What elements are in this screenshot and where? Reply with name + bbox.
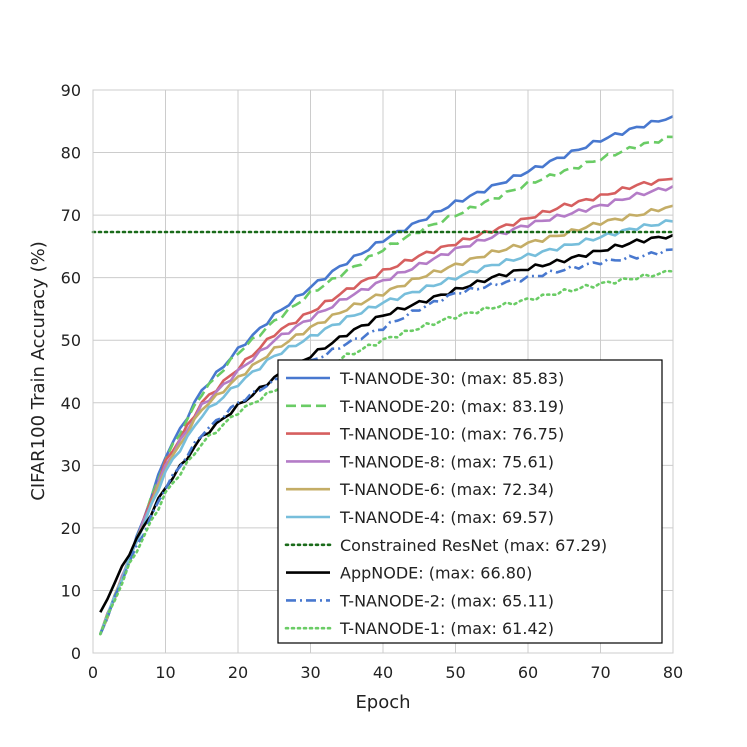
legend-entry: T-NANODE-1: (max: 61.42) — [339, 619, 554, 638]
plot-frame — [92, 89, 674, 654]
series-lines — [91, 115, 675, 636]
legend-entry: Constrained ResNet (max: 67.29) — [340, 536, 607, 555]
legend-entry: T-NANODE-30: (max: 85.83) — [339, 369, 564, 388]
series-line-t-nanode-20 — [99, 135, 674, 635]
series-line-t-nanode-30 — [99, 115, 674, 635]
y-tick-label: 50 — [61, 331, 81, 350]
series-line-appnode — [99, 233, 674, 613]
x-tick-label: 0 — [88, 663, 98, 682]
legend-entry: T-NANODE-8: (max: 75.61) — [339, 452, 554, 471]
series-line-t-nanode-2 — [99, 248, 674, 635]
y-axis-label: CIFAR100 Train Accuracy (%) — [28, 241, 49, 500]
legend-entry: AppNODE: (max: 66.80) — [340, 564, 532, 583]
x-axis-ticks: 0 10 20 30 40 50 60 70 80 — [88, 663, 683, 682]
y-tick-label: 80 — [61, 144, 81, 163]
x-tick-label: 30 — [300, 663, 320, 682]
x-tick-label: 40 — [373, 663, 393, 682]
legend: T-NANODE-30: (max: 85.83) T-NANODE-20: (m… — [277, 359, 663, 644]
legend-entry: T-NANODE-10: (max: 76.75) — [339, 425, 564, 444]
x-tick-label: 10 — [155, 663, 175, 682]
legend-entry: T-NANODE-6: (max: 72.34) — [339, 480, 554, 499]
y-tick-label: 60 — [61, 269, 81, 288]
x-tick-label: 50 — [445, 663, 465, 682]
x-axis-label: Epoch — [355, 692, 410, 713]
x-tick-label: 60 — [518, 663, 538, 682]
series-line-t-nanode-1 — [99, 269, 675, 636]
legend-entry: T-NANODE-4: (max: 69.57) — [339, 508, 554, 527]
y-tick-label: 90 — [61, 81, 81, 100]
x-tick-label: 20 — [228, 663, 248, 682]
y-tick-label: 0 — [71, 644, 81, 663]
x-tick-label: 80 — [663, 663, 683, 682]
y-tick-label: 70 — [61, 206, 81, 225]
x-tick-label: 70 — [590, 663, 610, 682]
y-tick-label: 10 — [61, 581, 81, 600]
series-line-t-nanode-6 — [99, 204, 674, 635]
legend-box — [277, 359, 663, 644]
y-tick-label: 40 — [61, 394, 81, 413]
y-axis-ticks: 0 10 20 30 40 50 60 70 80 90 — [61, 81, 81, 663]
y-tick-label: 30 — [61, 456, 81, 475]
legend-entry: T-NANODE-2: (max: 65.11) — [339, 591, 554, 610]
legend-entry: T-NANODE-20: (max: 83.19) — [339, 397, 564, 416]
y-tick-label: 20 — [61, 519, 81, 538]
series-line-t-nanode-4 — [99, 219, 674, 635]
